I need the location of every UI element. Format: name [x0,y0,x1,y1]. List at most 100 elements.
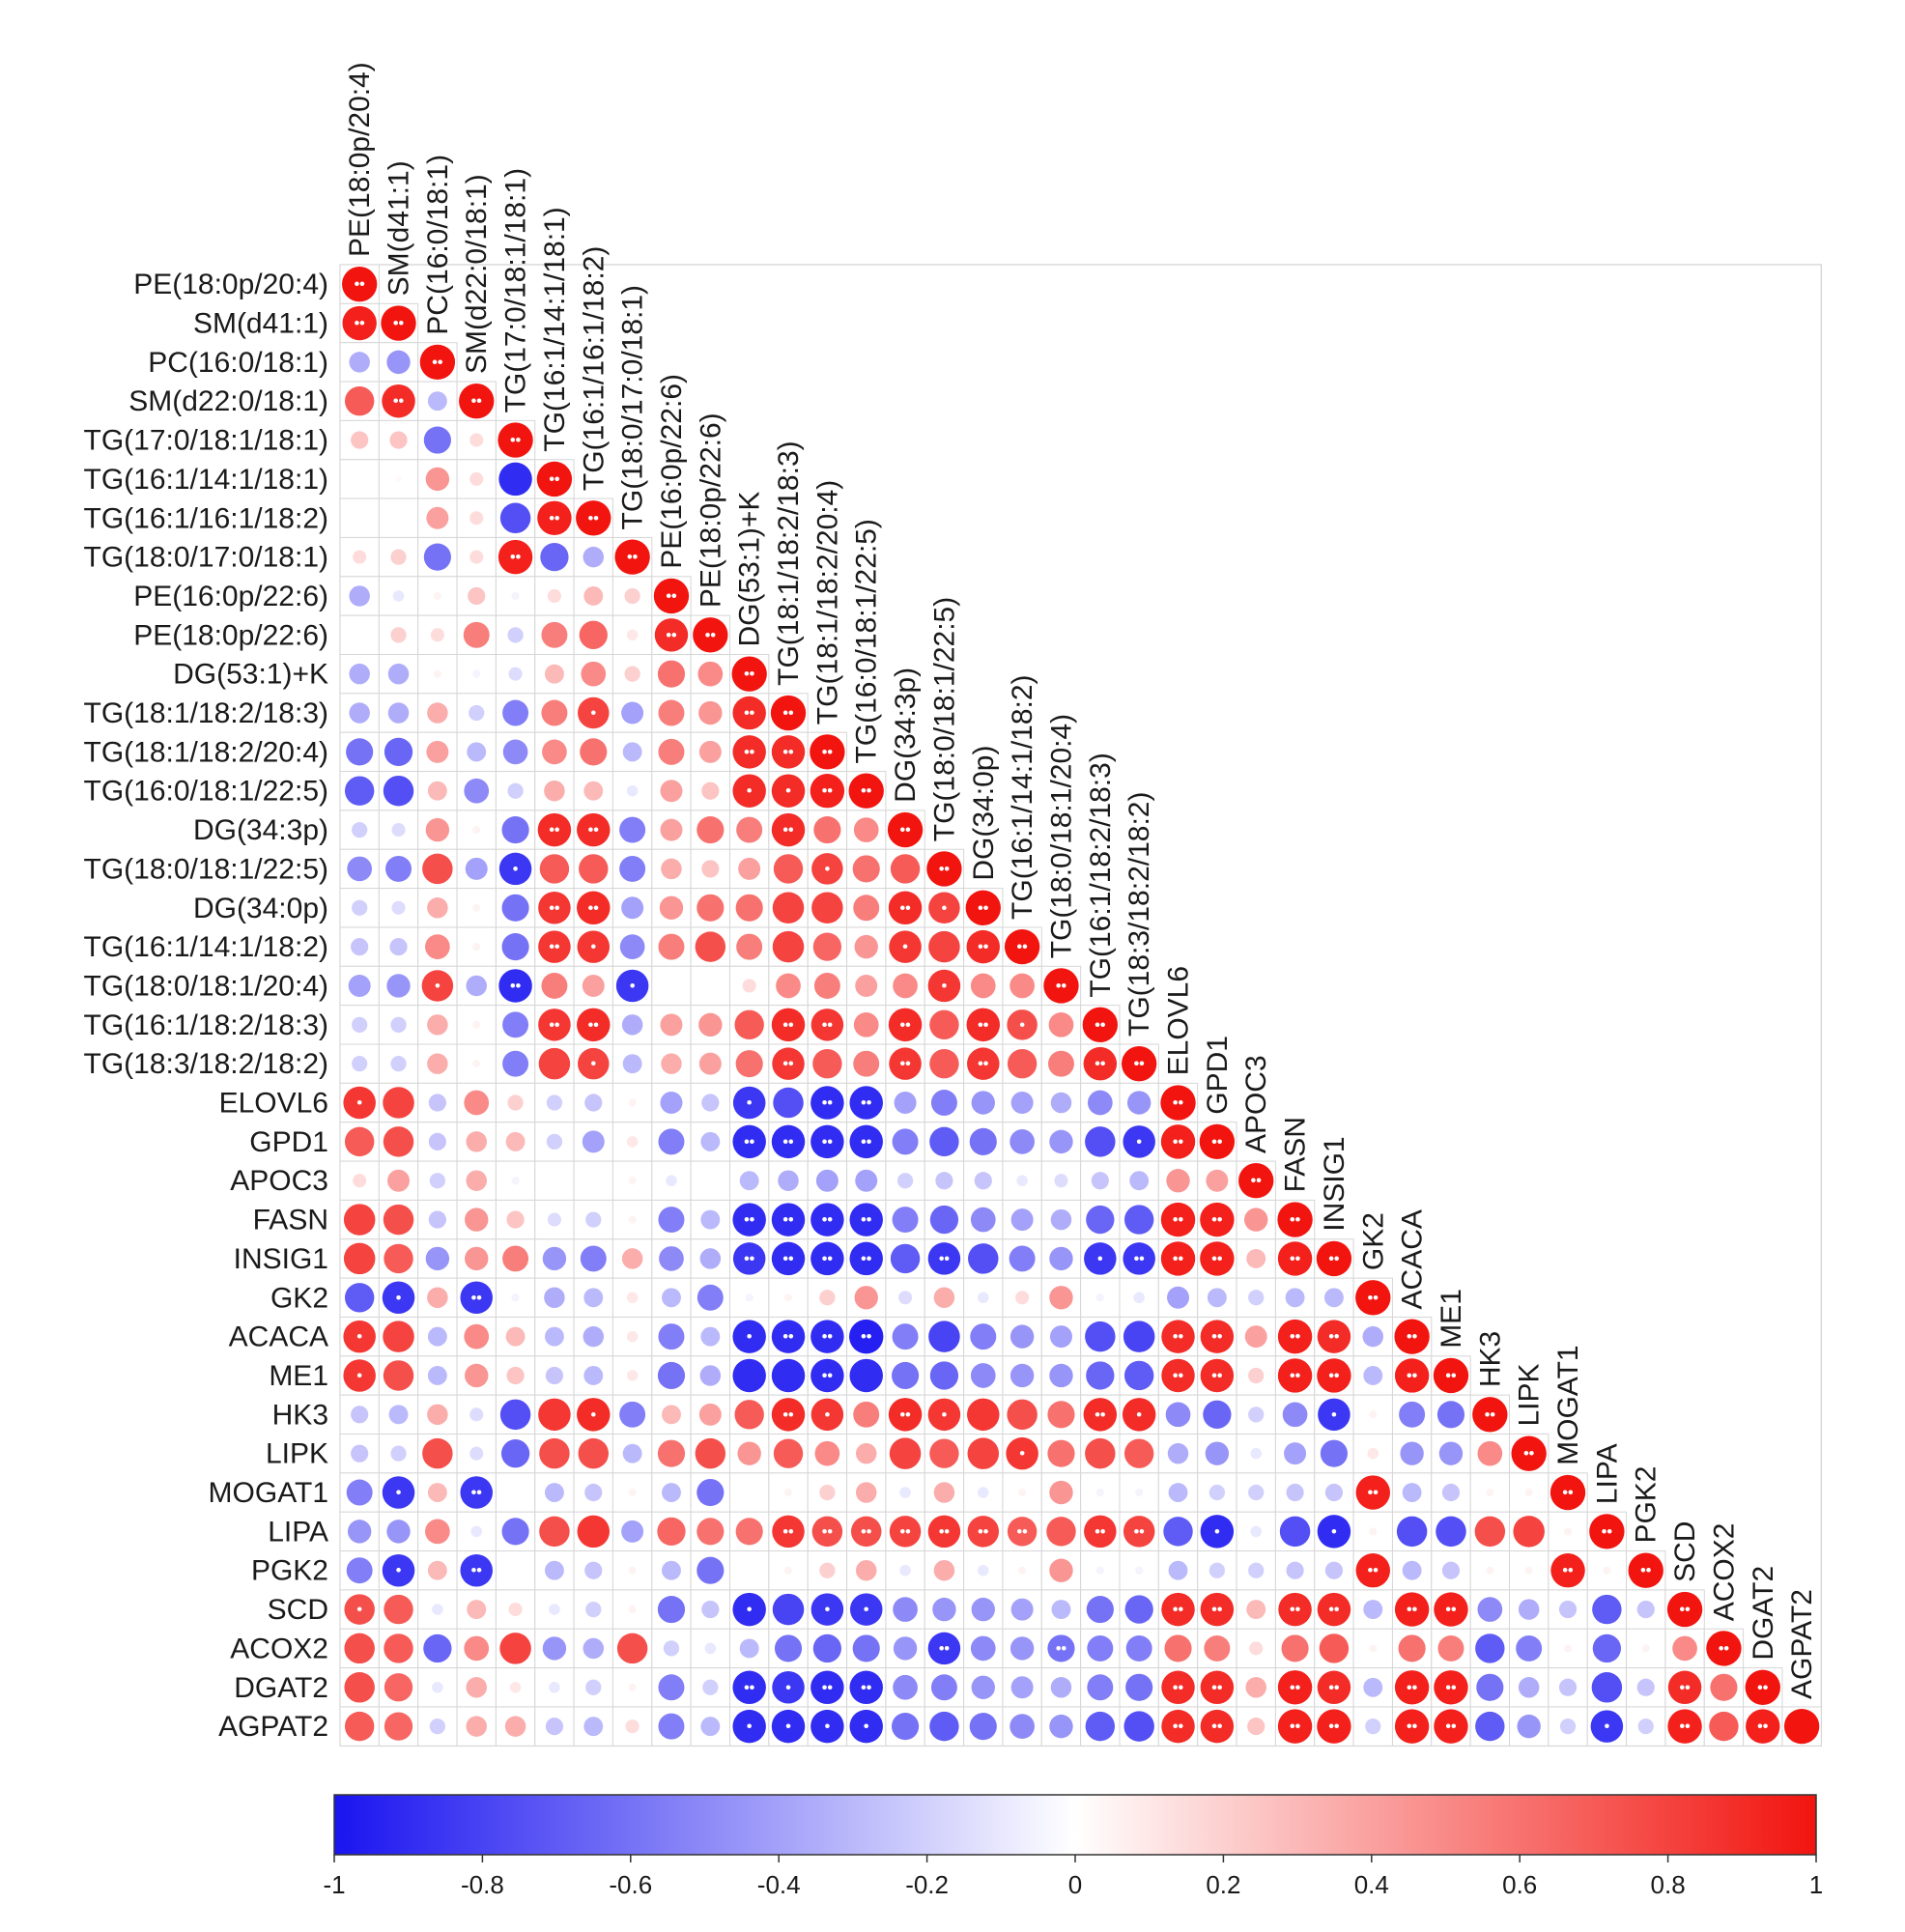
correlation-circle [658,1128,685,1155]
correlation-circle [425,467,450,492]
correlation-circle [970,973,996,999]
correlation-circle [502,739,528,765]
grid-cell [807,1550,848,1591]
correlation-circle [1050,1677,1072,1698]
column-label: TG(18:1/18:2/18:3) [773,440,805,685]
correlation-circle [500,1439,530,1468]
correlation-circle [855,1559,877,1581]
correlation-circle [352,1016,368,1033]
significance-marker: •• [861,1095,872,1112]
correlation-circle [849,1086,883,1120]
row-label: FASN [253,1205,328,1236]
correlation-circle [929,1048,959,1079]
correlation-circle [508,667,523,681]
row-label: LIPA [268,1516,328,1548]
significance-marker: •• [1290,1329,1301,1346]
correlation-circle [978,1487,989,1498]
correlation-circle [472,826,481,835]
correlation-circle [504,1716,526,1737]
correlation-circle [927,1632,961,1665]
correlation-circle [341,266,378,302]
correlation-circle [344,1283,375,1313]
correlation-circle [1286,1561,1304,1579]
correlation-circle [771,812,806,847]
significance-marker: •• [1328,1251,1340,1267]
correlation-circle [889,1047,922,1080]
correlation-circle [625,1719,640,1734]
correlation-circle [888,1008,923,1042]
column-label: PE(18:0p/20:4) [344,62,376,257]
significance-marker: •• [822,1134,834,1151]
column-label: TG(17:0/18:1/18:1) [500,168,532,412]
correlation-circle [1200,1670,1235,1705]
row-label: TG(18:0/18:1/22:5) [84,853,328,885]
correlation-circle [546,1094,563,1111]
significance-marker: • [1136,1406,1142,1423]
correlation-circle [1363,1600,1383,1620]
correlation-circle [1129,1171,1150,1191]
correlation-circle [468,586,486,606]
correlation-circle [581,661,607,687]
correlation-circle [855,1442,877,1464]
correlation-circle [1163,1517,1193,1547]
correlation-circle [662,1560,681,1580]
significance-marker: •• [705,627,717,643]
correlation-circle [697,815,725,844]
correlation-circle [928,930,960,963]
significance-marker: •• [744,1212,755,1229]
significance-marker: •• [1173,1719,1184,1735]
row-label: PC(16:0/18:1) [148,347,328,379]
correlation-circle [583,1366,604,1385]
correlation-circle [776,973,801,999]
correlation-circle [966,929,1001,964]
correlation-circle [658,738,685,765]
correlation-circle [388,1405,409,1425]
correlation-circle [658,699,685,726]
correlation-circle [1245,1677,1266,1698]
correlation-circle [390,1016,407,1033]
significance-marker: • [590,705,596,722]
significance-marker: •• [1562,1563,1574,1579]
correlation-circle [1206,1169,1229,1192]
correlation-circle [966,1008,1001,1042]
significance-marker: • [747,1329,753,1346]
correlation-circle [771,1709,806,1744]
correlation-circle [1123,1321,1155,1352]
correlation-circle [1589,1514,1625,1549]
significance-marker: • [1019,1446,1025,1463]
significance-marker: •• [1173,1212,1184,1229]
colorbar-tick-label: -0.8 [461,1870,504,1899]
correlation-circle [346,1557,373,1584]
significance-marker: •• [393,393,405,410]
significance-marker: •• [471,1290,483,1306]
correlation-circle [1015,1291,1030,1305]
correlation-circle [1087,1090,1113,1116]
correlation-circle [1441,1561,1461,1579]
correlation-circle [698,700,723,725]
correlation-circle [499,1633,531,1664]
significance-marker: •• [861,1680,872,1696]
correlation-circle [698,1403,722,1426]
significance-marker: •• [1290,1602,1301,1618]
column-label: SCD [1669,1521,1701,1582]
correlation-circle [1550,1474,1586,1511]
correlation-circle [1161,1320,1195,1353]
correlation-circle [585,1601,602,1618]
correlation-circle [929,1438,959,1468]
correlation-circle [507,627,524,643]
correlation-circle [1517,1714,1541,1739]
significance-marker: •• [1173,1368,1184,1384]
correlation-circle [978,1564,989,1577]
correlation-circle [1281,1634,1309,1662]
correlation-circle [893,1674,918,1700]
correlation-circle [773,1438,804,1468]
correlation-circle [1168,1483,1188,1502]
correlation-circle [577,930,611,963]
correlation-circle [698,740,722,763]
significance-marker: • [513,861,519,877]
correlation-circle [1091,1172,1109,1190]
significance-marker: •• [861,1212,872,1229]
correlation-circle [1320,1439,1349,1467]
column-label: APOC3 [1240,1055,1272,1153]
correlation-circle [502,699,529,726]
